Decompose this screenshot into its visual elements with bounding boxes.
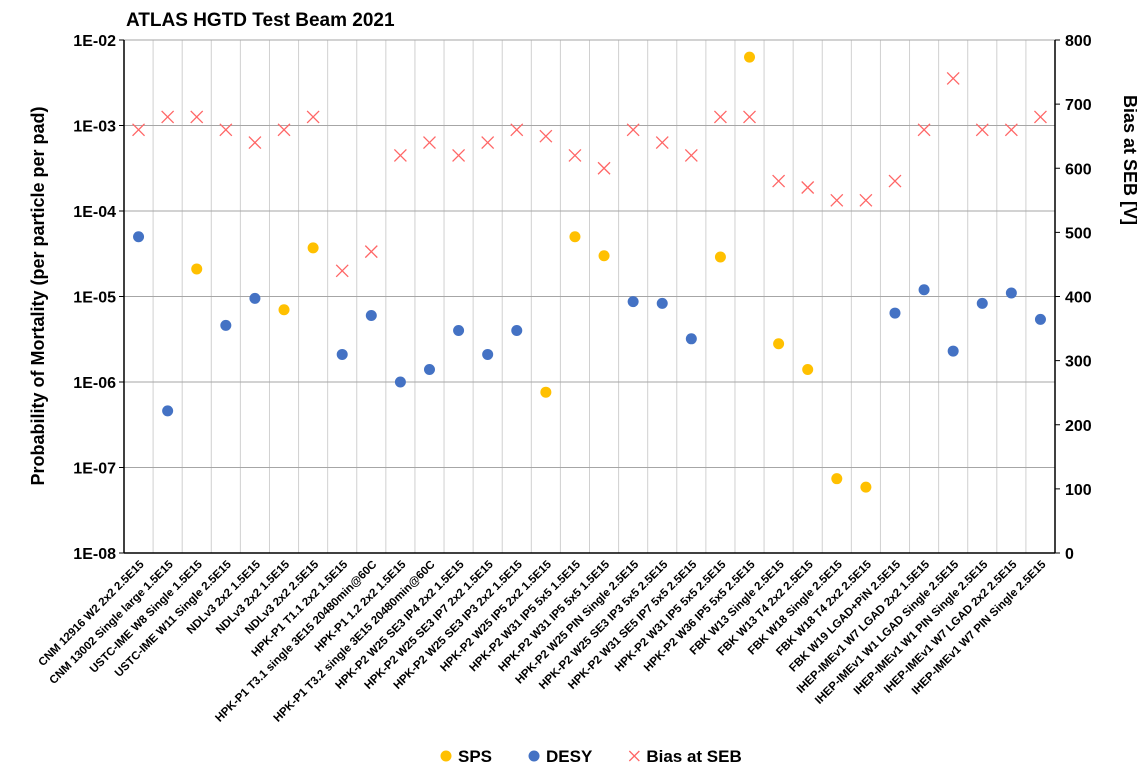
bias-marker: [364, 245, 378, 259]
bias-marker: [772, 174, 786, 188]
point: [802, 364, 814, 376]
legend-label: SPS: [458, 747, 492, 766]
legend-marker: [528, 750, 540, 762]
bias-marker: [888, 174, 902, 188]
point: [947, 345, 959, 357]
point: [773, 338, 785, 350]
y-tick-label: 1E-06: [73, 375, 116, 392]
bias-marker: [1033, 110, 1047, 124]
y-tick-label: 1E-02: [73, 33, 116, 50]
legend-label: Bias at SEB: [646, 747, 741, 766]
point: [453, 325, 465, 337]
y-tick-label: 1E-07: [73, 461, 116, 478]
point: [394, 376, 406, 388]
bias-marker: [743, 110, 756, 124]
y2-tick-label: 500: [1065, 225, 1092, 242]
point: [831, 473, 843, 485]
point: [162, 405, 174, 417]
point: [249, 292, 261, 304]
y2-tick-label: 800: [1065, 33, 1092, 50]
bias-marker: [917, 123, 931, 137]
point: [1005, 287, 1017, 299]
y2-tick-label: 0: [1065, 546, 1074, 563]
point: [889, 307, 901, 319]
y-axis-title: Probability of Mortality (per particle p…: [28, 106, 48, 485]
bias-marker: [830, 193, 844, 207]
x-tick-label: IHEP-IMEv1 W7 PIN Single 2.5E15: [910, 558, 1049, 697]
bias-marker: [684, 148, 698, 162]
bias-marker: [1004, 123, 1018, 137]
point: [278, 304, 290, 316]
y2-tick-label: 300: [1065, 354, 1092, 371]
bias-marker: [626, 123, 640, 137]
point: [133, 231, 145, 243]
point: [1034, 313, 1046, 325]
y2-tick-label: 200: [1065, 418, 1092, 435]
y2-tick-label: 700: [1065, 97, 1092, 114]
point: [511, 325, 523, 337]
y-tick-label: 1E-04: [73, 204, 116, 221]
bias-marker: [393, 148, 407, 162]
x-tick-label: CNM 13002 Single large 1.5E15: [47, 558, 176, 687]
point: [423, 364, 435, 376]
y2-tick-label: 600: [1065, 161, 1092, 178]
point: [569, 231, 581, 243]
point: [918, 284, 930, 296]
bias-marker: [161, 110, 175, 124]
bias-marker: [335, 264, 349, 278]
point: [656, 297, 668, 309]
bias-marker: [801, 181, 815, 194]
chart-title: ATLAS HGTD Test Beam 2021: [126, 10, 395, 31]
point: [685, 333, 697, 345]
y-tick-label: 1E-05: [73, 290, 116, 307]
bias-marker: [539, 129, 553, 143]
point: [220, 319, 232, 331]
point: [191, 263, 203, 275]
point: [744, 51, 756, 63]
bias-marker: [190, 110, 204, 124]
bias-marker: [481, 136, 495, 150]
point: [365, 309, 377, 321]
bias-marker: [306, 110, 320, 124]
y2-tick-label: 400: [1065, 290, 1092, 307]
bias-marker: [277, 123, 291, 137]
bias-marker: [132, 123, 146, 137]
point: [336, 348, 348, 360]
legend-marker: [440, 750, 452, 762]
bias-marker: [248, 136, 262, 150]
bias-marker: [859, 193, 873, 207]
legend-marker: [628, 750, 640, 762]
bias-marker: [655, 136, 669, 150]
point: [714, 251, 726, 263]
bias-marker: [597, 161, 611, 175]
point: [860, 481, 872, 493]
bias-marker: [452, 148, 466, 162]
y2-axis-title: Bias at SEB [V]: [1120, 95, 1137, 225]
bias-marker: [713, 110, 727, 124]
x-tick-label: USTC-IME W8 Single 1.5E15: [88, 558, 205, 675]
y2-tick-label: 100: [1065, 482, 1092, 499]
point: [976, 297, 988, 309]
bias-marker: [946, 72, 960, 85]
point: [307, 242, 319, 254]
bias-marker: [510, 123, 524, 137]
y-tick-label: 1E-03: [73, 119, 116, 136]
bias-marker: [219, 123, 233, 137]
bias-marker: [568, 148, 582, 162]
bias-marker: [975, 123, 989, 137]
bias-marker: [423, 136, 436, 150]
legend-label: DESY: [546, 747, 593, 766]
point: [598, 250, 610, 262]
point: [627, 296, 639, 308]
y-tick-label: 1E-08: [73, 546, 116, 563]
point: [482, 348, 494, 360]
point: [540, 386, 552, 398]
